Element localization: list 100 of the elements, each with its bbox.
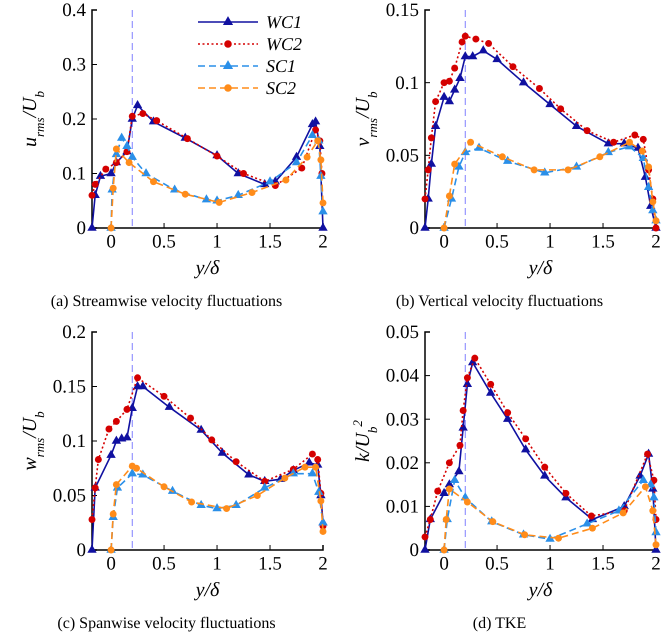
point xyxy=(123,406,130,413)
point xyxy=(420,544,430,553)
point xyxy=(298,164,306,172)
text: (b) Vertical velocity fluctuations xyxy=(396,293,604,310)
point xyxy=(126,159,133,166)
point xyxy=(150,178,157,186)
point xyxy=(164,402,174,410)
point xyxy=(572,120,582,129)
point xyxy=(112,481,120,488)
x-tick-label: 1 xyxy=(545,553,555,574)
point xyxy=(308,130,318,138)
point xyxy=(106,450,116,458)
y-tick-label: 0 xyxy=(76,218,86,240)
point xyxy=(102,166,110,173)
y-tick-label: 0.1 xyxy=(62,431,86,452)
point xyxy=(439,92,449,100)
point xyxy=(468,51,478,60)
point xyxy=(471,354,478,362)
point xyxy=(304,154,311,161)
x-axis-title: y/δ xyxy=(194,257,220,279)
point xyxy=(520,444,530,452)
point xyxy=(588,512,595,520)
point xyxy=(485,40,492,47)
y-tick-label: 0.05 xyxy=(386,145,419,166)
point xyxy=(564,166,572,174)
y-tick-label: 0.3 xyxy=(62,54,86,76)
point xyxy=(545,534,555,542)
point xyxy=(486,388,496,396)
point xyxy=(642,483,649,490)
point xyxy=(106,168,116,176)
y-tick-label: 0.05 xyxy=(386,322,419,344)
point xyxy=(446,192,453,200)
point xyxy=(649,507,656,514)
point xyxy=(446,78,453,85)
point xyxy=(640,136,647,143)
point xyxy=(240,170,248,177)
point xyxy=(460,407,467,414)
point xyxy=(645,163,652,170)
x-tick-label: 1 xyxy=(212,231,222,252)
y-tick-label: 0.15 xyxy=(52,376,86,398)
point xyxy=(139,110,146,118)
point xyxy=(540,167,550,176)
point xyxy=(610,138,618,146)
point xyxy=(462,32,469,40)
point xyxy=(128,468,137,476)
y-tick-label: 0.02 xyxy=(386,452,419,474)
point xyxy=(555,534,562,542)
point xyxy=(320,528,326,535)
point xyxy=(649,492,659,500)
point xyxy=(439,488,449,496)
y-tick-label: 0.03 xyxy=(386,409,419,430)
x-tick-label: 0 xyxy=(439,231,449,252)
point xyxy=(232,458,240,466)
point xyxy=(458,38,466,46)
x-tick-label: 1.5 xyxy=(591,553,615,574)
point xyxy=(492,54,502,62)
point xyxy=(281,474,288,482)
point xyxy=(467,138,474,146)
point xyxy=(518,77,528,86)
point xyxy=(451,160,458,168)
x-tick-label: 2 xyxy=(318,553,328,574)
y-tick-label: 0.2 xyxy=(62,322,86,344)
point xyxy=(652,541,660,548)
point xyxy=(87,544,97,553)
x-tick-label: 1.5 xyxy=(591,231,615,252)
point xyxy=(638,148,646,154)
point xyxy=(160,483,168,490)
point xyxy=(454,466,464,474)
point xyxy=(187,414,194,422)
point xyxy=(312,464,320,471)
point xyxy=(426,158,436,167)
point xyxy=(487,380,494,388)
point xyxy=(498,153,506,160)
point xyxy=(530,166,538,174)
point xyxy=(110,510,117,518)
point xyxy=(450,474,460,483)
point xyxy=(318,222,328,231)
legend-label: WC2 xyxy=(266,34,302,54)
point xyxy=(460,51,470,60)
point xyxy=(188,498,196,506)
point xyxy=(644,450,651,458)
point xyxy=(110,184,117,192)
point xyxy=(308,468,318,476)
point xyxy=(464,374,471,382)
point xyxy=(182,190,189,198)
point xyxy=(318,206,328,214)
y-tick-label: 0.2 xyxy=(62,109,86,130)
point xyxy=(317,156,324,164)
x-tick-label: 2 xyxy=(318,231,328,252)
point xyxy=(422,533,428,540)
point xyxy=(302,464,308,471)
point xyxy=(128,152,137,160)
x-tick-label: 1.5 xyxy=(258,553,282,574)
y-tick-label: 0 xyxy=(410,540,419,562)
x-tick-label: 0 xyxy=(106,231,116,252)
point xyxy=(92,180,99,188)
y-tick-label: 0.01 xyxy=(386,496,419,518)
point xyxy=(450,84,460,93)
y-tick-label: 0.15 xyxy=(386,0,419,22)
y-tick-label: 0 xyxy=(410,218,419,240)
